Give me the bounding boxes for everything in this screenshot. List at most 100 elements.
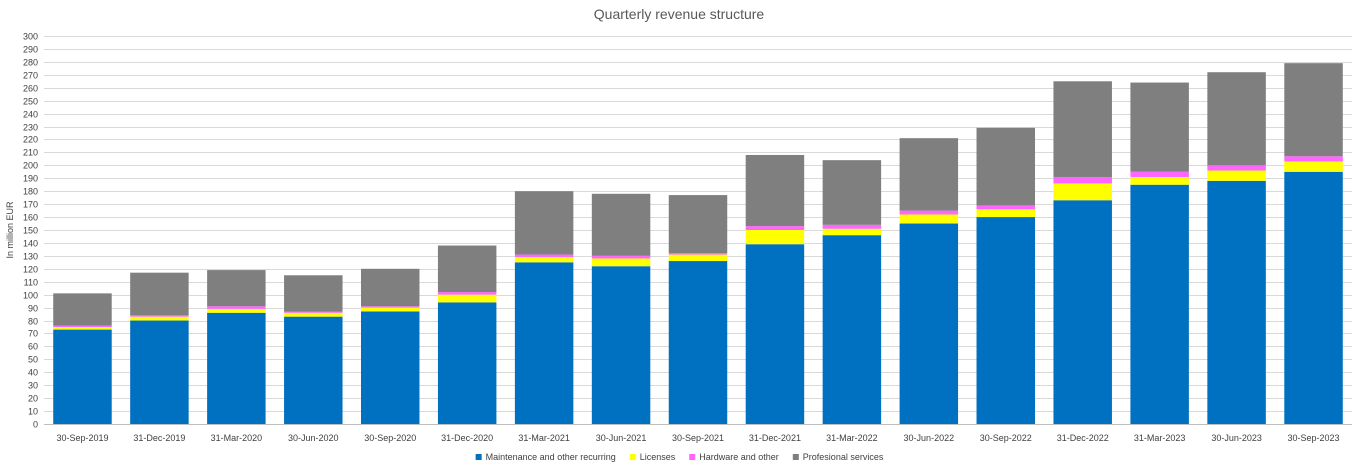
bar-segment	[514, 254, 574, 258]
bar-segment	[130, 316, 189, 321]
y-tick-label: 50	[28, 355, 38, 365]
x-tick-label: 31-Mar-2023	[1134, 433, 1186, 443]
bar-segment	[591, 193, 651, 256]
bar-segment	[822, 224, 882, 229]
y-tick-label: 190	[23, 174, 38, 184]
bar-segment	[284, 311, 343, 313]
legend-swatch	[792, 454, 799, 460]
x-tick-label: 30-Sep-2021	[672, 433, 724, 443]
bar-segment	[53, 293, 112, 326]
bar-segment	[284, 312, 343, 317]
y-tick-label: 30	[28, 381, 38, 391]
bar-segment	[1053, 81, 1112, 177]
x-tick-label: 30-Sep-2020	[364, 433, 416, 443]
bar-segment	[130, 272, 189, 316]
x-tick-label: 31-Dec-2021	[749, 433, 801, 443]
bar-segment	[360, 307, 420, 312]
bar-segment	[745, 230, 805, 245]
bar-segment	[1207, 72, 1266, 166]
x-axis-ticks: 30-Sep-2019 31-Dec-2019 31-Mar-2020 30-Jun-…	[56, 433, 1339, 443]
bar-segment	[284, 316, 343, 424]
bar-segment	[207, 306, 266, 309]
y-tick-label: 40	[28, 368, 38, 378]
y-tick-label: 290	[23, 45, 38, 55]
bar-segment	[899, 223, 959, 424]
bar-segment	[668, 261, 728, 424]
legend-label: Licenses	[640, 452, 676, 462]
x-tick-label: 31-Mar-2021	[518, 433, 570, 443]
bar-segment	[284, 275, 343, 312]
bar-segment	[437, 294, 497, 303]
chart-title: Quarterly revenue structure	[594, 6, 765, 22]
y-tick-label: 110	[24, 278, 38, 288]
y-tick-label: 300	[23, 32, 38, 42]
bar-segment	[514, 262, 574, 424]
y-tick-label: 80	[28, 317, 38, 327]
bar-segment	[899, 214, 959, 224]
x-tick-label: 31-Dec-2020	[441, 433, 493, 443]
y-tick-label: 230	[23, 123, 38, 133]
bar-segment	[360, 306, 420, 308]
bar-segment	[1207, 180, 1266, 424]
bar-segment	[1284, 156, 1343, 162]
x-tick-label: 31-Mar-2022	[826, 433, 878, 443]
y-tick-label: 280	[23, 58, 38, 68]
x-tick-label: 31-Dec-2022	[1057, 433, 1109, 443]
bar-segment	[1284, 63, 1343, 157]
y-tick-label: 240	[23, 110, 38, 120]
bar-segment	[360, 268, 420, 307]
bar-segment	[514, 191, 574, 255]
y-tick-label: 270	[23, 71, 38, 81]
legend-swatch	[475, 454, 482, 460]
bar-segment	[53, 327, 112, 330]
bar-segment	[53, 329, 112, 424]
y-axis-ticks: 0 10 20 30 40 50 60 70 80 90 100 110 120 130 140 150 160…	[23, 32, 38, 430]
x-tick-label: 30-Jun-2022	[904, 433, 955, 443]
legend-swatch	[629, 454, 636, 460]
bar-segment	[899, 210, 959, 215]
y-tick-label: 130	[23, 252, 38, 262]
legend-swatch	[689, 454, 696, 460]
bar-segment	[360, 311, 420, 424]
bar-segment	[1053, 183, 1112, 201]
bar-segment	[1207, 170, 1266, 181]
bar-segment	[668, 253, 728, 255]
bar-segment	[591, 258, 651, 267]
y-tick-label: 220	[23, 135, 38, 145]
x-tick-label: 30-Jun-2020	[288, 433, 339, 443]
bar-segment	[207, 308, 266, 313]
bar-segment	[591, 266, 651, 424]
bar-segment	[1130, 171, 1189, 177]
bar-segment	[1284, 161, 1343, 172]
bar-segment	[514, 257, 574, 263]
y-tick-label: 0	[33, 420, 38, 430]
bars	[53, 63, 1343, 424]
bar-segment	[1284, 171, 1343, 424]
y-tick-label: 70	[28, 329, 38, 339]
y-tick-label: 180	[23, 187, 38, 197]
legend: Maintenance and other recurring Licenses H…	[475, 452, 884, 462]
y-tick-label: 20	[28, 394, 38, 404]
y-tick-label: 60	[28, 342, 38, 352]
bar-segment	[591, 255, 651, 259]
bar-segment	[745, 154, 805, 227]
legend-label: Maintenance and other recurring	[486, 452, 616, 462]
bar-segment	[822, 160, 882, 225]
legend-label: Hardware and other	[699, 452, 779, 462]
y-tick-label: 150	[23, 226, 38, 236]
bar-segment	[1053, 200, 1112, 424]
x-tick-label: 30-Sep-2019	[56, 433, 108, 443]
bar-segment	[976, 209, 1036, 218]
bar-segment	[668, 195, 728, 254]
bar-segment	[745, 226, 805, 230]
bar-segment	[437, 292, 497, 295]
y-tick-label: 250	[23, 97, 38, 107]
bar-segment	[745, 244, 805, 424]
y-tick-label: 200	[23, 161, 38, 171]
y-tick-label: 160	[23, 213, 38, 223]
bar-segment	[53, 325, 112, 327]
y-tick-label: 140	[23, 239, 38, 249]
y-axis-label: In million EUR	[5, 201, 15, 259]
bar-segment	[822, 228, 882, 236]
